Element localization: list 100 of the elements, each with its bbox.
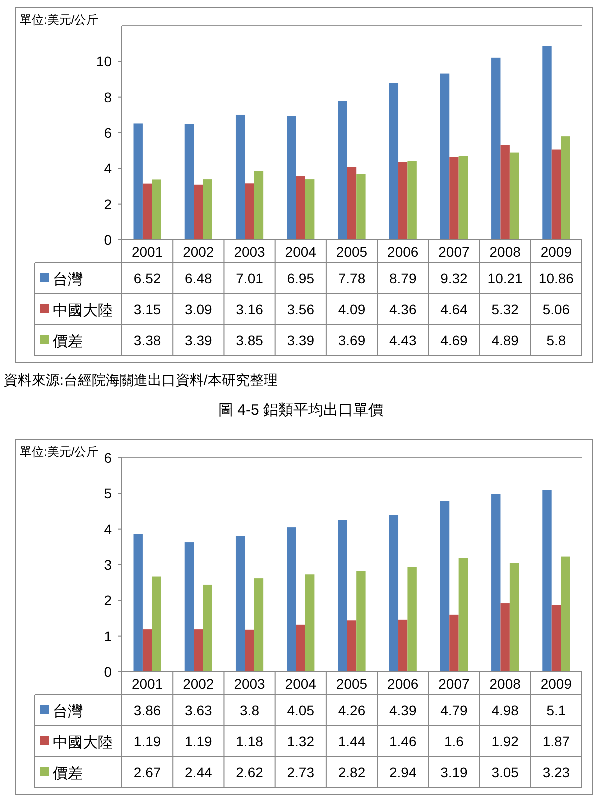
data-label: 2.44 <box>185 764 213 780</box>
bar <box>305 574 315 672</box>
data-label: 4.79 <box>440 702 468 718</box>
data-label: 9.32 <box>440 270 468 286</box>
bar <box>500 604 510 672</box>
bar <box>542 46 552 240</box>
x-tick-label: 2008 <box>490 676 522 692</box>
bar <box>347 167 357 240</box>
data-label: 3.39 <box>287 332 315 348</box>
data-label: 4.39 <box>389 702 417 718</box>
data-label: 10.86 <box>538 270 574 286</box>
x-tick-label: 2005 <box>336 244 368 260</box>
y-tick-label: 0 <box>104 232 112 248</box>
data-label: 1.87 <box>542 734 570 750</box>
caption: 圖 4-5 鋁類平均出口單價 <box>218 402 384 419</box>
bar <box>245 630 254 672</box>
data-label: 3.15 <box>134 302 162 318</box>
data-label: 4.43 <box>389 332 417 348</box>
data-label: 4.64 <box>440 302 468 318</box>
bar <box>305 180 315 240</box>
x-tick-label: 2008 <box>490 244 522 260</box>
legend-label: 台灣 <box>53 704 83 720</box>
data-label: 4.69 <box>440 332 468 348</box>
bar <box>296 176 306 240</box>
data-label: 6.48 <box>185 270 213 286</box>
data-label: 1.46 <box>389 734 417 750</box>
data-label: 3.86 <box>134 702 162 718</box>
data-label: 3.69 <box>338 332 366 348</box>
x-tick-label: 2001 <box>132 244 164 260</box>
y-axis-title: 單位:美元/公斤 <box>20 13 99 27</box>
data-label: 1.19 <box>134 734 162 750</box>
y-tick-label: 4 <box>104 160 112 177</box>
data-label: 2.94 <box>389 764 417 780</box>
data-label: 5.06 <box>542 302 570 318</box>
bar <box>408 161 417 240</box>
x-tick-label: 2007 <box>438 676 470 692</box>
x-tick-label: 2009 <box>540 676 572 692</box>
bar <box>203 584 212 672</box>
data-label: 1.19 <box>185 734 213 750</box>
bar <box>458 156 468 240</box>
bar <box>510 152 520 240</box>
x-tick-label: 2003 <box>234 676 266 692</box>
bar <box>236 114 246 240</box>
data-label: 1.18 <box>236 734 264 750</box>
bar <box>356 174 366 240</box>
bar <box>338 101 348 240</box>
legend-label: 價差 <box>53 766 83 782</box>
x-tick-label: 2004 <box>285 676 317 692</box>
data-label: 3.23 <box>542 764 570 780</box>
bar <box>296 624 306 672</box>
bar <box>184 124 194 240</box>
bar <box>450 157 459 240</box>
data-label: 8.79 <box>389 270 417 286</box>
data-label: 3.05 <box>492 764 520 780</box>
legend-label: 中國大陸 <box>53 734 113 752</box>
data-label: 2.82 <box>338 764 366 780</box>
bar <box>134 124 143 240</box>
y-axis-title: 單位:美元/公斤 <box>20 445 99 459</box>
bar <box>203 180 212 240</box>
x-tick-label: 2006 <box>388 676 419 692</box>
data-label: 3.16 <box>236 302 264 318</box>
data-label: 3.19 <box>440 764 468 780</box>
bar <box>552 150 562 240</box>
bar <box>134 534 143 672</box>
data-label: 1.44 <box>338 734 366 750</box>
y-tick-label: 5 <box>104 486 112 502</box>
data-label: 4.26 <box>338 702 366 718</box>
data-label: 5.32 <box>492 302 520 318</box>
x-tick-label: 2002 <box>183 244 214 260</box>
bar <box>254 171 264 240</box>
bar <box>254 578 264 672</box>
x-tick-label: 2001 <box>132 676 164 692</box>
bar <box>492 58 501 240</box>
data-label: 7.01 <box>236 270 264 286</box>
y-tick-label: 0 <box>104 664 112 680</box>
bar <box>492 494 501 672</box>
x-tick-label: 2009 <box>540 244 572 260</box>
data-label: 4.36 <box>389 302 417 318</box>
data-label: 2.67 <box>134 764 162 780</box>
y-tick-label: 8 <box>104 89 112 106</box>
bar <box>184 542 194 672</box>
x-tick-label: 2005 <box>336 676 368 692</box>
x-tick-label: 2004 <box>285 244 317 260</box>
bar <box>338 520 348 672</box>
bar <box>347 620 357 672</box>
y-tick-label: 4 <box>104 521 112 538</box>
y-tick-label: 6 <box>104 450 112 466</box>
x-tick-label: 2007 <box>438 244 470 260</box>
data-label: 1.32 <box>287 734 315 750</box>
legend-label: 價差 <box>53 334 83 350</box>
bar <box>398 162 408 240</box>
bar <box>194 184 204 240</box>
bar <box>236 536 246 672</box>
data-label: 4.98 <box>492 702 520 718</box>
data-label: 6.52 <box>134 270 162 286</box>
source-note: 資料來源:台經院海關進出口資料/本研究整理 <box>4 372 278 388</box>
bar <box>194 630 204 672</box>
bar <box>561 136 570 240</box>
data-label: 3.39 <box>185 332 213 348</box>
data-label: 1.6 <box>444 734 464 750</box>
